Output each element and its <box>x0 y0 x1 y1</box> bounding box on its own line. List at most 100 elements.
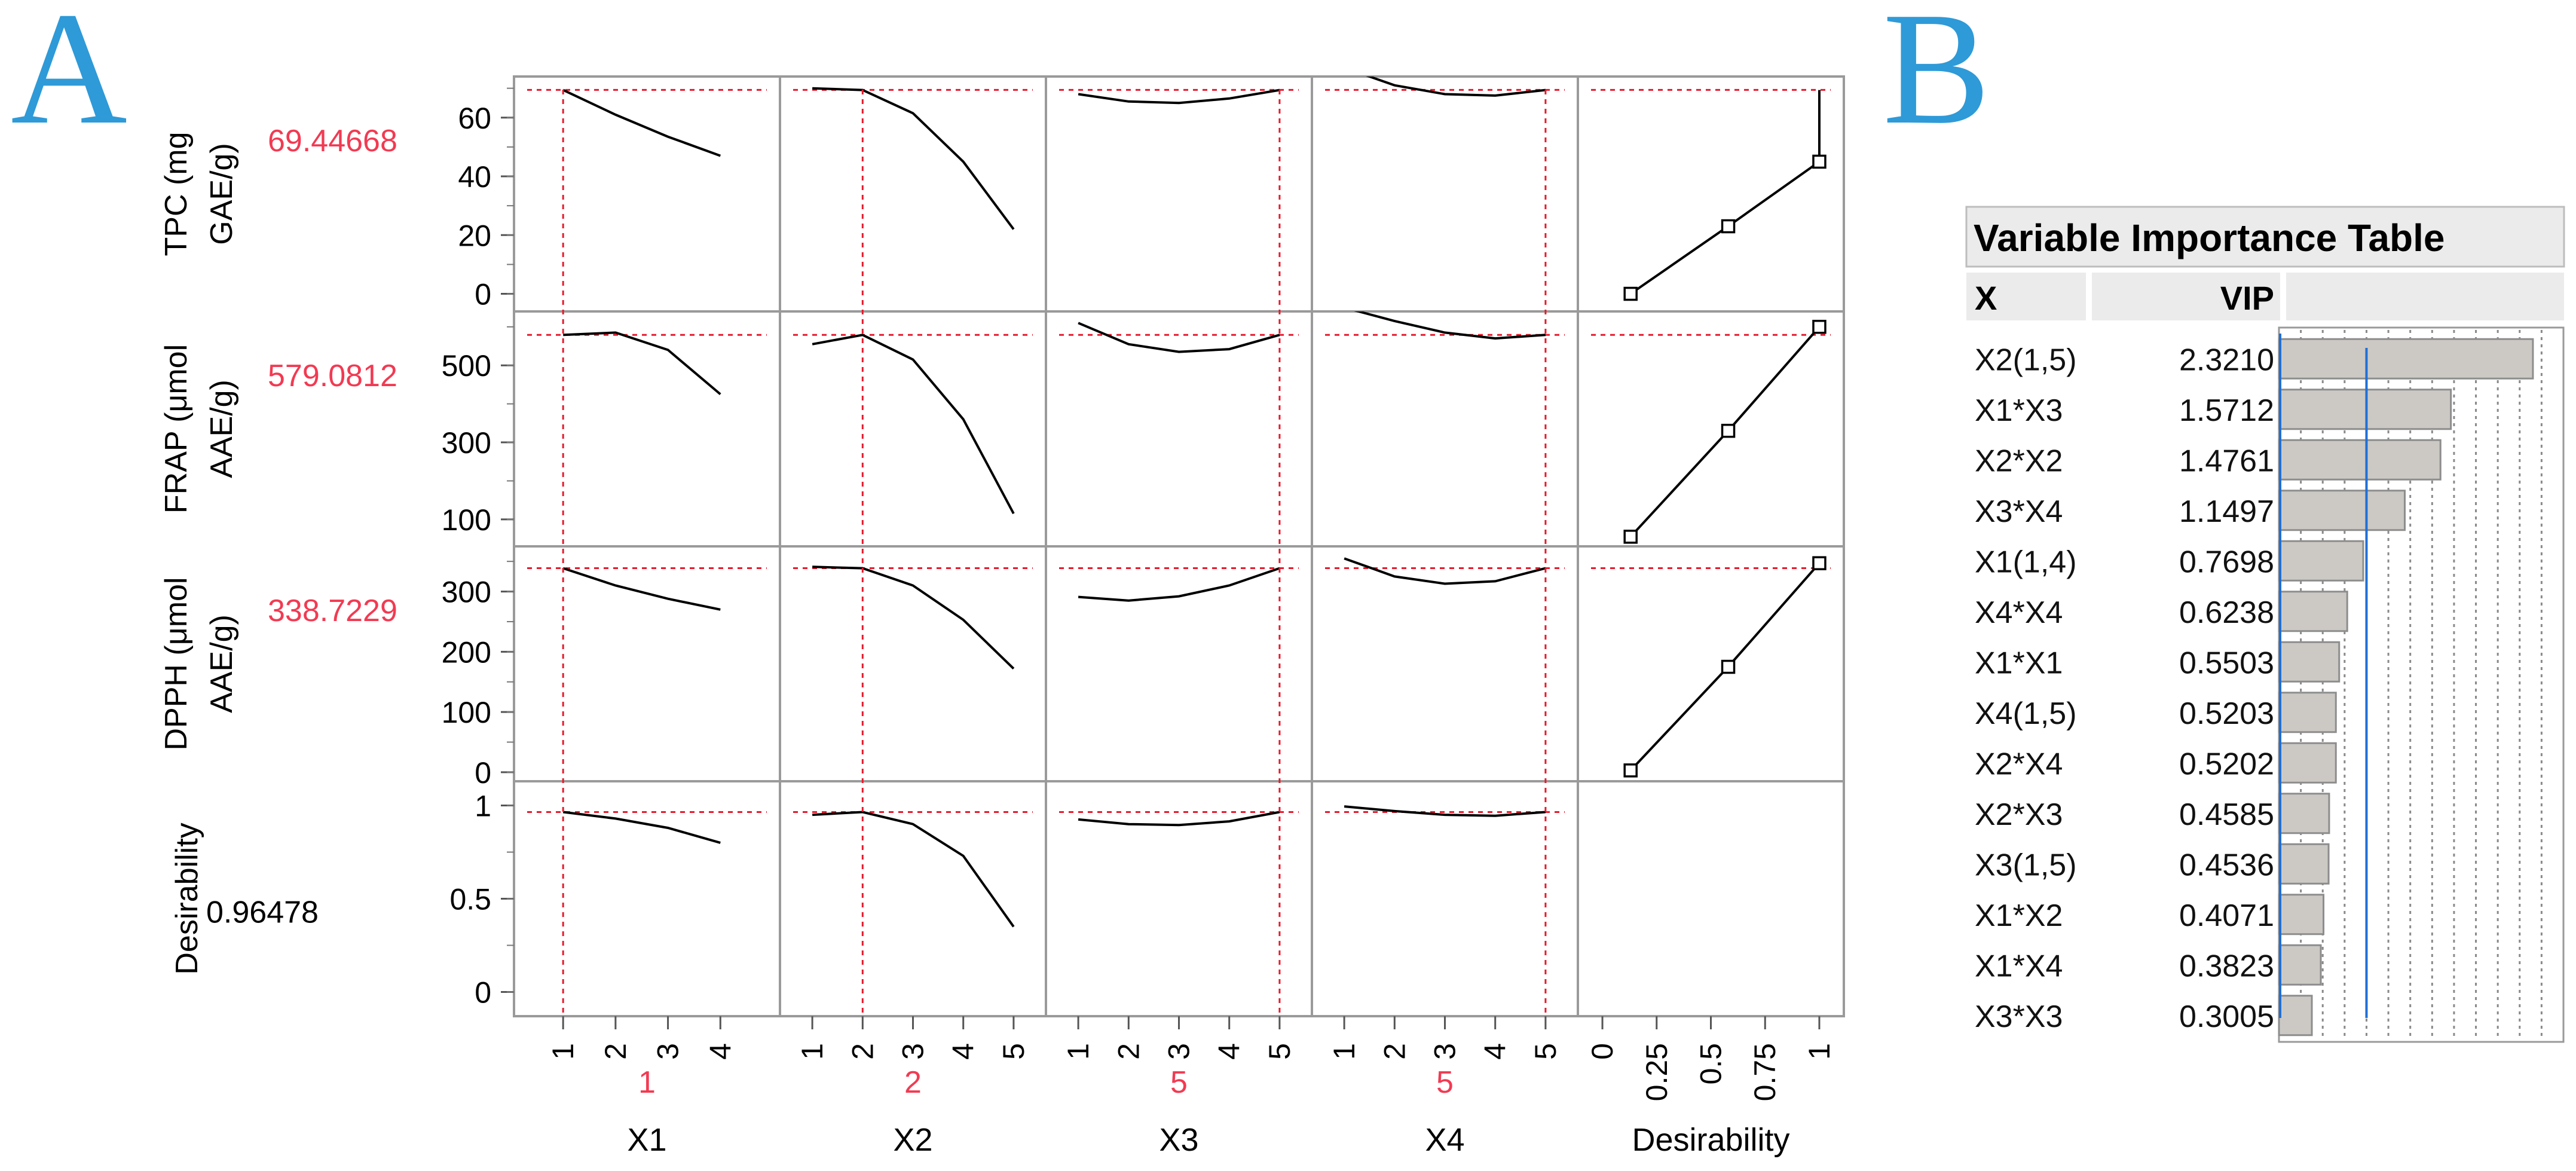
desirability-marker <box>1721 659 1736 674</box>
variable-importance-table: Variable Importance Table X VIP X2(1,5) 2.32… <box>1965 206 2565 1043</box>
profile-curve-x1 <box>562 88 721 157</box>
profile-curve-x3 <box>1078 322 1280 353</box>
profile-curve-x1 <box>562 811 721 844</box>
y-tick-label: 300 <box>442 426 491 460</box>
profile-curve-x1 <box>562 567 721 611</box>
profiler-cell <box>1577 310 1845 548</box>
profile-curve-x4 <box>1344 557 1546 585</box>
factor-current-value: 2 <box>904 1065 922 1100</box>
vip-row-value: 0.3005 <box>2179 999 2274 1034</box>
x-tick-label: 4 <box>1213 1043 1246 1060</box>
vip-row-label: X3*X3 <box>1975 999 2063 1034</box>
x-tick-label: 4 <box>947 1043 980 1060</box>
desirability-marker <box>1812 320 1827 334</box>
vip-col-vip-header: VIP <box>2220 279 2274 317</box>
profile-curve-x3 <box>1078 567 1280 602</box>
profiler-cell <box>1311 545 1579 782</box>
factor-current-value: 5 <box>1436 1065 1454 1100</box>
profile-curve-x1 <box>563 331 721 396</box>
vip-bar <box>2278 389 2452 430</box>
profiler-cell <box>1045 75 1313 313</box>
x-tick-label: 2 <box>1112 1043 1145 1060</box>
response-current-value: 579.0812 <box>268 359 397 393</box>
desirability-marker <box>1721 219 1736 234</box>
y-tick-label: 0 <box>475 278 491 311</box>
x-tick-label: 2 <box>1378 1043 1411 1060</box>
vip-bar <box>2278 742 2337 784</box>
profiler-cell <box>1045 545 1313 782</box>
vip-row-value: 2.3210 <box>2179 343 2274 377</box>
y-tick-label: 300 <box>442 576 491 609</box>
y-tick-label: 0.5 <box>449 883 491 916</box>
vip-row-label: X1(1,4) <box>1975 545 2077 579</box>
vip-row-label: X1*X3 <box>1975 393 2063 428</box>
x-tick-label: 0.5 <box>1694 1043 1728 1085</box>
vip-col-x-header: X <box>1975 279 1997 317</box>
vip-header-vip-bg <box>2092 273 2280 320</box>
x-tick-label: 0.25 <box>1640 1043 1674 1101</box>
vip-bar <box>2278 793 2330 834</box>
vip-row-label: X4(1,5) <box>1975 696 2077 731</box>
vip-bar <box>2278 995 2313 1037</box>
profile-curve-x3 <box>1078 88 1280 105</box>
y-tick-label: 500 <box>442 349 491 383</box>
profiler-cell <box>779 310 1047 548</box>
vip-bar <box>2278 591 2348 632</box>
vip-row-value: 0.5503 <box>2179 646 2274 680</box>
desirability-marker <box>1812 556 1827 570</box>
x-tick-label: 4 <box>703 1043 737 1060</box>
y-tick-label: 100 <box>442 696 491 729</box>
factor-name: X4 <box>1425 1122 1464 1158</box>
response-label-line2: AAE/g) <box>204 380 239 478</box>
vip-row-label: X2*X4 <box>1975 747 2063 781</box>
y-tick-label: 100 <box>442 503 491 537</box>
x-tick-label: 2 <box>846 1043 879 1060</box>
desirability-marker <box>1623 286 1638 301</box>
y-tick-label: 0 <box>475 976 491 1009</box>
vip-row-value: 0.5203 <box>2179 696 2274 731</box>
profile-curve-x4 <box>1344 805 1546 817</box>
vip-row-value: 1.1497 <box>2179 494 2274 529</box>
y-tick-label: 60 <box>458 102 491 135</box>
profile-curve-x4 <box>1354 311 1546 340</box>
response-label: DPPH (μmol AAE/g) <box>159 577 239 751</box>
vip-bar <box>2278 439 2442 481</box>
response-current-value: 338.7229 <box>268 594 397 628</box>
profile-curve-desirability <box>1630 90 1821 295</box>
factor-current-value: 5 <box>1170 1065 1188 1100</box>
vip-bar <box>2278 894 2325 935</box>
profile-curve-x4 <box>1366 77 1546 97</box>
profiler-cell <box>779 780 1047 1017</box>
factor-name: X2 <box>893 1122 932 1158</box>
response-label-line2: AAE/g) <box>204 614 239 713</box>
desirability-marker <box>1623 763 1638 778</box>
x-tick-label: 1 <box>546 1043 580 1060</box>
vip-bar <box>2278 338 2534 380</box>
vip-bar <box>2278 944 2322 986</box>
vip-row-value: 1.5712 <box>2179 393 2274 428</box>
x-tick-label: 3 <box>1162 1043 1196 1060</box>
x-tick-label: 1 <box>796 1043 829 1060</box>
factor-name: X1 <box>627 1122 666 1158</box>
x-tick-label: 2 <box>599 1043 632 1060</box>
y-tick-label: 20 <box>458 219 491 252</box>
y-tick-label: 0 <box>475 756 491 790</box>
response-label: Desirability <box>170 823 204 974</box>
vip-row-value: 0.4071 <box>2179 898 2274 933</box>
panel-b-letter: B <box>1883 0 1990 158</box>
vip-row-label: X1*X2 <box>1975 898 2063 933</box>
vip-title-bar <box>1965 206 2565 268</box>
profiler-cell <box>1577 75 1845 313</box>
x-tick-label: 0 <box>1586 1043 1619 1060</box>
profiler-cell <box>1311 75 1579 313</box>
profiler-cell <box>779 545 1047 782</box>
profile-curve-x2 <box>812 334 1015 515</box>
x-tick-label: 4 <box>1479 1043 1512 1060</box>
vip-row-value: 0.6238 <box>2179 595 2274 630</box>
x-tick-label: 5 <box>997 1043 1030 1060</box>
response-label-line1: Desirability <box>170 823 204 974</box>
vip-row-label: X2(1,5) <box>1975 343 2077 377</box>
vip-bar <box>2278 843 2330 885</box>
profiler-cell <box>513 75 781 313</box>
